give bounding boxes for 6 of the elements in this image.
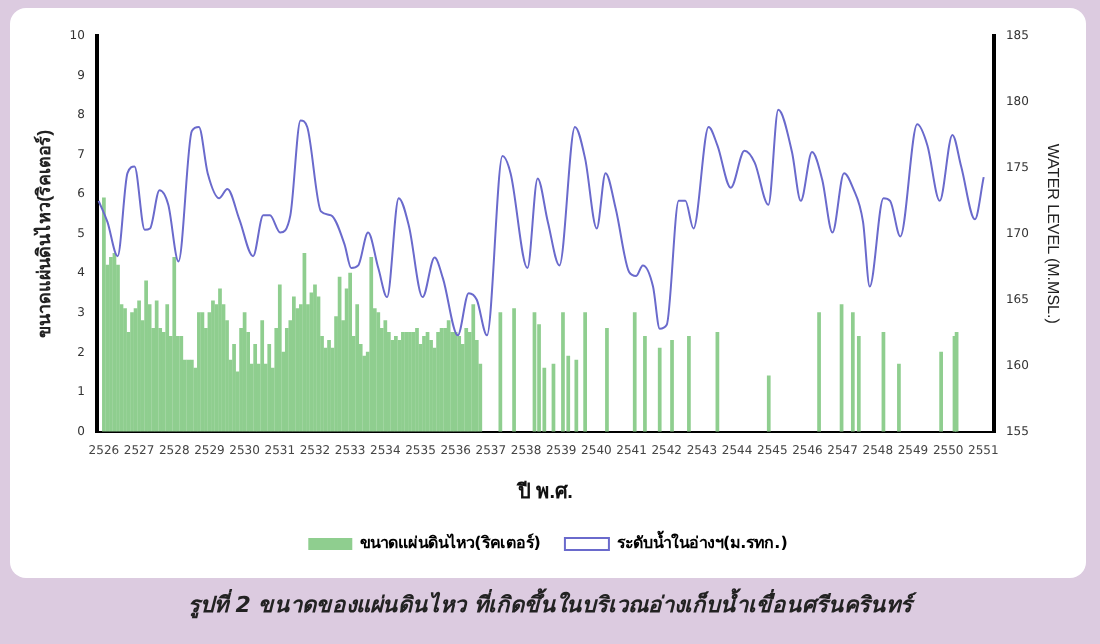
legend-label: ระดับน้ำในอ่างฯ(ม.รทก.) bbox=[616, 530, 788, 553]
y2-axis-title: WATER LEVEL (M.MSL.) bbox=[1043, 143, 1062, 325]
legend-label: ขนาดแผ่นดินไหว(ริคเตอร์) bbox=[360, 532, 541, 553]
x-axis-title: ปี พ.ศ. bbox=[516, 479, 574, 504]
y-axis-title: ขนาดแผ่นดินไหว(ริคเตอร์) bbox=[31, 129, 54, 338]
text: รูปที่ 2 ขนาดของแผ่นดินไหว ที่เกิดขึ้นในบริเวณอ่างเก็บน้ำเขื่อนศรีนครินทร์ bbox=[185, 586, 919, 622]
